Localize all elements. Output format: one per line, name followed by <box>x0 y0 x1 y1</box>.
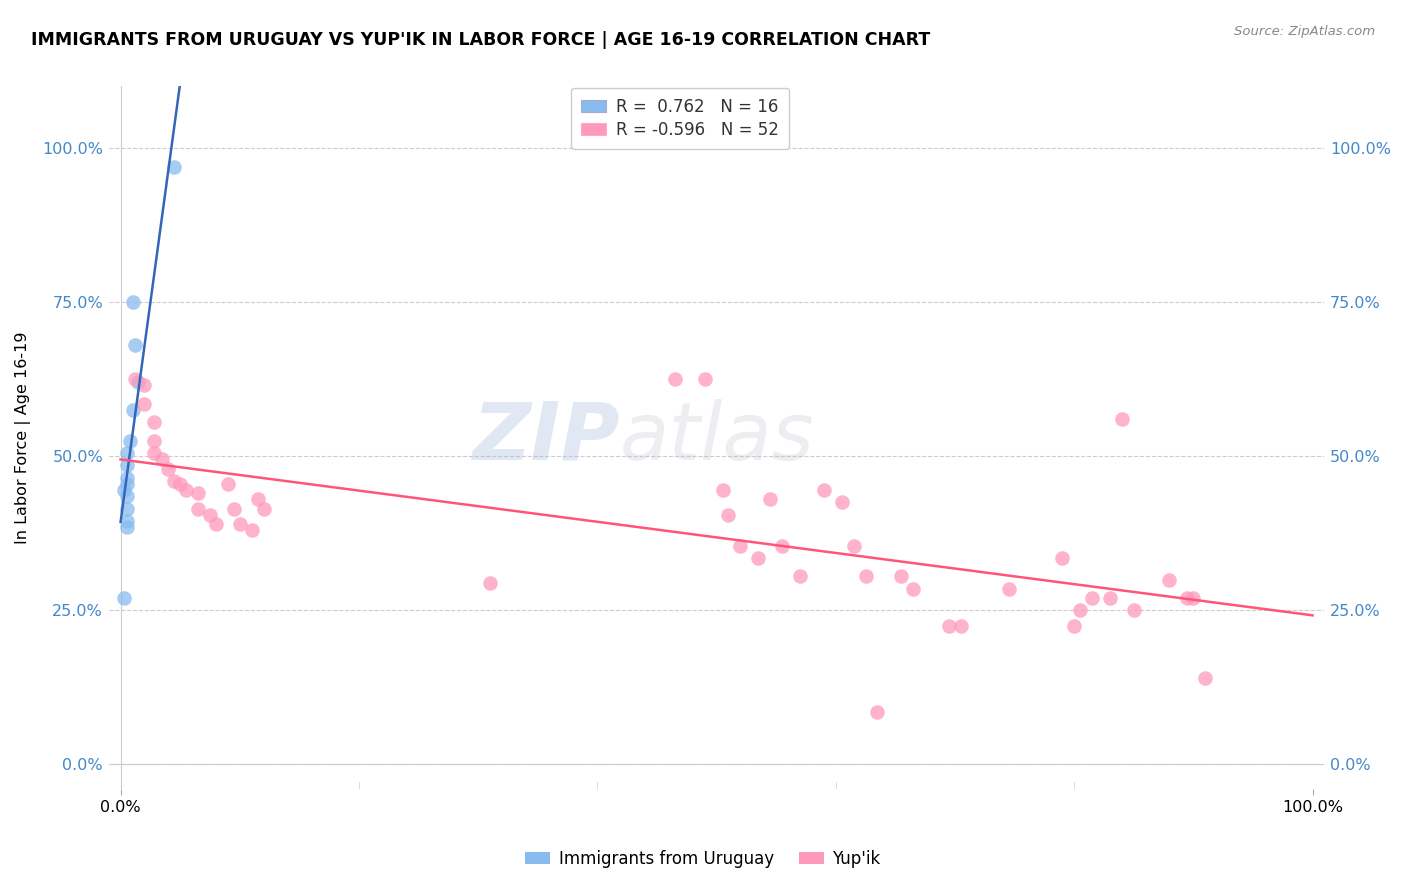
Point <box>1122 603 1144 617</box>
Point <box>163 160 186 174</box>
Text: IMMIGRANTS FROM URUGUAY VS YUP'IK IN LABOR FORCE | AGE 16-19 CORRELATION CHART: IMMIGRANTS FROM URUGUAY VS YUP'IK IN LAB… <box>31 31 931 49</box>
Point <box>1098 591 1121 605</box>
Point <box>949 619 972 633</box>
Point <box>115 446 138 460</box>
Point <box>240 523 263 537</box>
Point <box>115 477 138 491</box>
Point <box>831 495 853 509</box>
Point <box>479 575 502 590</box>
Point <box>866 705 889 719</box>
Point <box>121 295 143 310</box>
Point <box>169 477 191 491</box>
Point <box>115 514 138 528</box>
Legend: Immigrants from Uruguay, Yup'ik: Immigrants from Uruguay, Yup'ik <box>519 844 887 875</box>
Point <box>115 471 138 485</box>
Text: ZIP: ZIP <box>472 399 619 476</box>
Point <box>198 508 221 522</box>
Point <box>157 461 180 475</box>
Point <box>842 539 865 553</box>
Point <box>124 372 146 386</box>
Point <box>1063 619 1085 633</box>
Point <box>115 501 138 516</box>
Point <box>205 517 228 532</box>
Point <box>1081 591 1104 605</box>
Point <box>770 539 793 553</box>
Point <box>855 569 877 583</box>
Point <box>143 415 166 429</box>
Point <box>134 378 156 392</box>
Point <box>134 397 156 411</box>
Point <box>711 483 734 497</box>
Point <box>124 338 146 352</box>
Point <box>759 492 782 507</box>
Point <box>1159 573 1181 587</box>
Point <box>730 539 752 553</box>
Text: atlas: atlas <box>619 399 814 476</box>
Point <box>1194 671 1216 685</box>
Point <box>747 551 769 566</box>
Point <box>115 458 138 473</box>
Point <box>163 474 186 488</box>
Point <box>187 501 209 516</box>
Point <box>789 569 811 583</box>
Point <box>903 582 925 596</box>
Point <box>246 492 269 507</box>
Point <box>112 483 135 497</box>
Point <box>127 376 149 390</box>
Point <box>938 619 960 633</box>
Point <box>217 477 239 491</box>
Point <box>150 452 173 467</box>
Point <box>1182 591 1205 605</box>
Point <box>813 483 835 497</box>
Point <box>1050 551 1073 566</box>
Point <box>120 434 142 448</box>
Point <box>174 483 197 497</box>
Legend: R =  0.762   N = 16, R = -0.596   N = 52: R = 0.762 N = 16, R = -0.596 N = 52 <box>571 87 789 149</box>
Point <box>997 582 1019 596</box>
Point <box>115 489 138 503</box>
Y-axis label: In Labor Force | Age 16-19: In Labor Force | Age 16-19 <box>15 332 31 544</box>
Point <box>229 517 252 532</box>
Point <box>717 508 740 522</box>
Point <box>890 569 912 583</box>
Point <box>187 486 209 500</box>
Point <box>143 446 166 460</box>
Point <box>252 501 274 516</box>
Point <box>112 591 135 605</box>
Point <box>121 403 143 417</box>
Point <box>115 520 138 534</box>
Point <box>1069 603 1091 617</box>
Point <box>222 501 245 516</box>
Point <box>664 372 686 386</box>
Point <box>143 434 166 448</box>
Text: Source: ZipAtlas.com: Source: ZipAtlas.com <box>1234 25 1375 38</box>
Point <box>1111 412 1133 426</box>
Point <box>1177 591 1199 605</box>
Point <box>693 372 716 386</box>
